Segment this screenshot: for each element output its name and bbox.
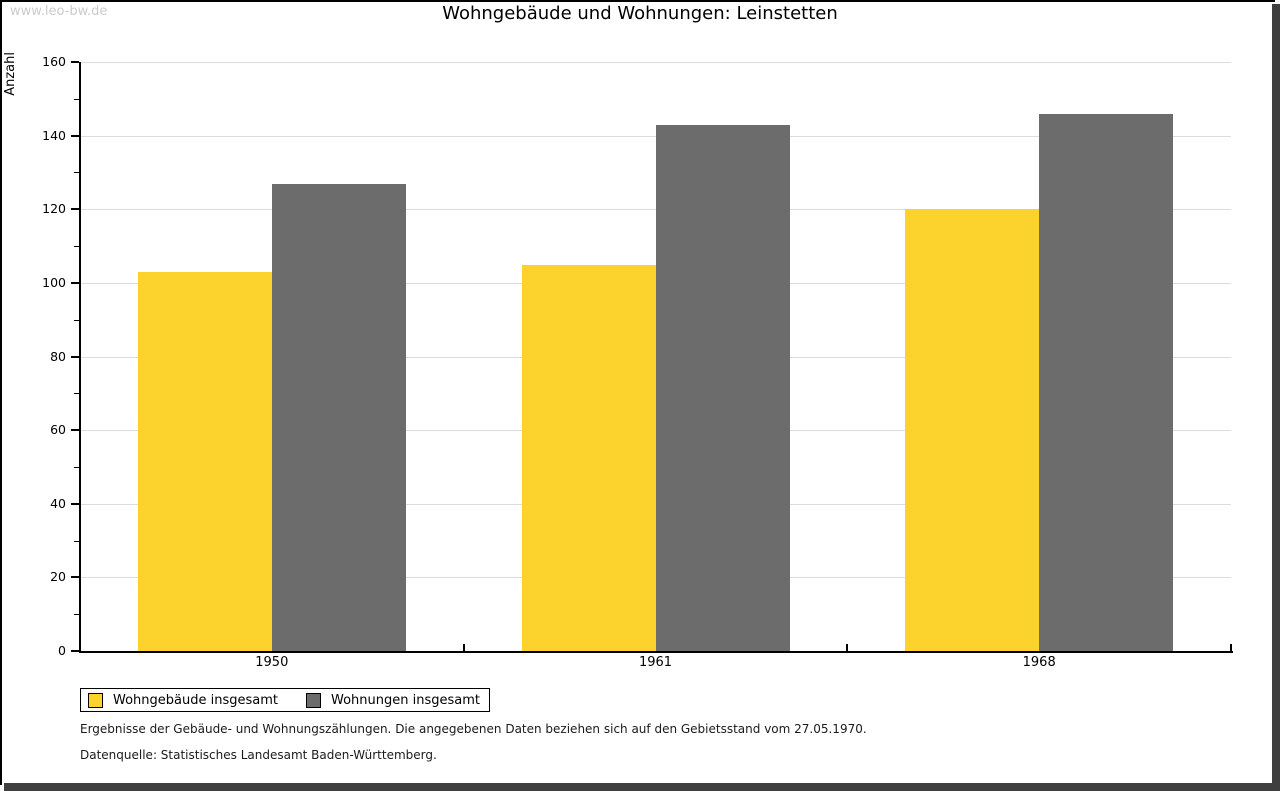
bar-1961-series0 bbox=[521, 264, 656, 651]
x-category-label-1950: 1950 bbox=[255, 655, 289, 670]
legend-swatch-wohngebaeude bbox=[88, 692, 103, 708]
frame-shadow-right bbox=[1272, 4, 1280, 791]
y-tick-20 bbox=[71, 576, 79, 579]
y-tick-100 bbox=[71, 281, 79, 284]
x-axis-line bbox=[79, 651, 1233, 653]
x-axis-end-tick bbox=[1230, 644, 1232, 651]
y-tick-label-40: 40 bbox=[50, 495, 66, 511]
y-tick-60 bbox=[71, 429, 79, 432]
y-tick-40 bbox=[71, 502, 79, 505]
y-tick-120 bbox=[71, 208, 79, 211]
bar-1950-series0 bbox=[137, 271, 272, 651]
y-tick-label-0: 0 bbox=[58, 643, 66, 658]
y-tick-0 bbox=[71, 650, 79, 652]
y-minor-tick-110 bbox=[74, 246, 79, 248]
y-minor-tick-150 bbox=[74, 98, 79, 100]
y-tick-label-80: 80 bbox=[50, 348, 66, 364]
legend-label-wohnungen: Wohnungen insgesamt bbox=[331, 692, 480, 708]
y-minor-tick-50 bbox=[74, 466, 79, 468]
bar-1968-series0 bbox=[905, 209, 1040, 652]
y-tick-label-140: 140 bbox=[42, 127, 66, 143]
x-tick-boundary-2 bbox=[846, 644, 849, 651]
frame-shadow-bottom bbox=[4, 783, 1280, 791]
bar-1950-series1 bbox=[271, 183, 406, 651]
x-category-label-1968: 1968 bbox=[1022, 655, 1056, 670]
x-category-label-1961: 1961 bbox=[638, 655, 673, 670]
y-tick-140 bbox=[71, 134, 79, 137]
y-tick-80 bbox=[71, 355, 79, 358]
bar-1968-series1 bbox=[1039, 113, 1174, 651]
bar-1961-series1 bbox=[655, 124, 790, 651]
y-minor-tick-70 bbox=[74, 393, 79, 395]
y-tick-label-160: 160 bbox=[42, 54, 66, 69]
source-note: Datenquelle: Statistisches Landesamt Bad… bbox=[80, 748, 437, 762]
y-tick-label-100: 100 bbox=[42, 274, 66, 290]
y-tick-label-120: 120 bbox=[42, 201, 66, 217]
frame-border-left bbox=[0, 0, 2, 785]
chart-title: Wohngebäude und Wohnungen: Leinstetten bbox=[442, 3, 838, 24]
x-tick-boundary-1 bbox=[462, 644, 465, 651]
watermark: www.leo-bw.de bbox=[10, 4, 108, 19]
legend-swatch-wohnungen bbox=[306, 692, 321, 708]
y-minor-tick-90 bbox=[74, 319, 79, 321]
footer-note: Ergebnisse der Gebäude- und Wohnungszähl… bbox=[80, 722, 867, 736]
y-minor-tick-30 bbox=[74, 540, 79, 542]
frame-border-top bbox=[0, 0, 1275, 2]
y-axis-line bbox=[79, 62, 81, 653]
y-tick-label-60: 60 bbox=[50, 422, 66, 438]
y-tick-160 bbox=[71, 61, 79, 63]
y-minor-tick-10 bbox=[74, 614, 79, 616]
y-minor-tick-130 bbox=[74, 172, 79, 174]
gridline-160 bbox=[80, 62, 1231, 63]
y-tick-label-20: 20 bbox=[50, 569, 66, 585]
legend: Wohngebäude insgesamt Wohnungen insgesam… bbox=[80, 688, 490, 712]
legend-label-wohngebaeude: Wohngebäude insgesamt bbox=[113, 692, 278, 708]
